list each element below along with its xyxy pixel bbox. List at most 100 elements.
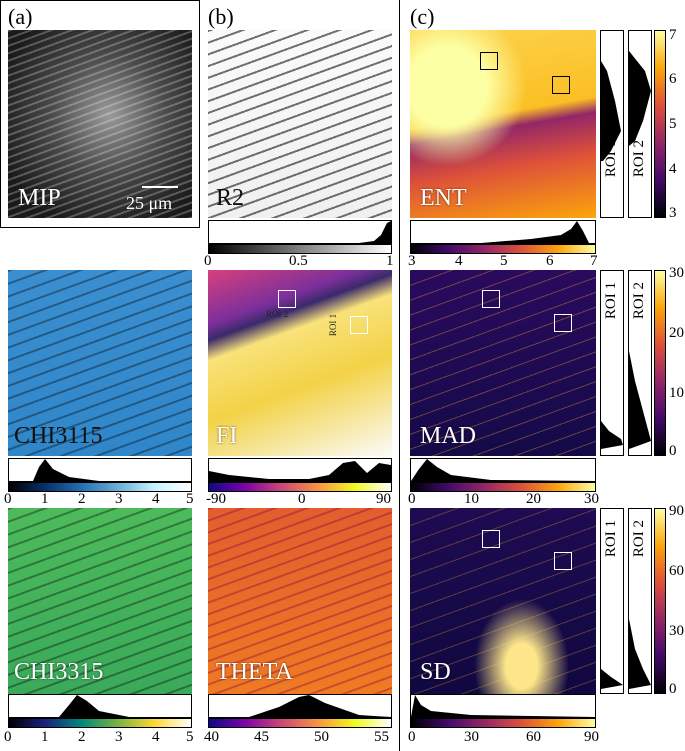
mad-vtick-0: 30: [669, 265, 684, 281]
fi-colorbar: [208, 482, 392, 492]
chi3115-histogram: [8, 458, 192, 482]
theta-label: THETA: [216, 659, 293, 685]
chi3315-tick-2: 2: [78, 729, 86, 745]
mad-vtick-3: 0: [669, 443, 677, 459]
mad-roi2-label: ROI 2: [631, 282, 647, 320]
mad-roi1-label: ROI 1: [603, 282, 619, 320]
fi-map: [208, 270, 392, 456]
sd-roi-1: [482, 530, 500, 548]
theta-tick-3: 55: [374, 729, 389, 745]
chi3115-tick-3: 3: [115, 491, 123, 507]
fi-histogram: [208, 458, 392, 482]
theta-colorbar: [208, 718, 392, 728]
theta-histogram-svg: [209, 695, 391, 717]
r2-tick-1: 0.5: [289, 253, 308, 269]
mad-vtick-1: 20: [669, 325, 684, 341]
sd-tick-1: 30: [464, 729, 479, 745]
ent-vtick-4: 3: [669, 205, 677, 221]
sd-histogram-svg: [411, 695, 595, 717]
scale-bar: [142, 186, 178, 188]
mad-roi1-histogram-svg: [601, 421, 623, 449]
panel-b-frame: [200, 0, 400, 751]
ent-roi2-histogram-svg: [629, 51, 651, 146]
fi-label: FI: [216, 423, 238, 449]
chi3315-map: [8, 508, 192, 694]
chi3315-label: CHI3315: [14, 659, 104, 685]
mad-vcolorbar: [654, 270, 666, 456]
fi-histogram-svg: [209, 461, 391, 481]
theta-tick-1: 45: [254, 729, 269, 745]
chi3115-colorbar: [8, 482, 192, 492]
sd-vcolorbar: [654, 508, 666, 694]
mad-tick-1: 10: [464, 491, 479, 507]
sd-tick-3: 90: [584, 729, 599, 745]
theta-map: [208, 508, 392, 694]
ent-roi1-label: ROI 1: [603, 140, 619, 178]
sd-map: [410, 508, 596, 694]
mad-map: [410, 270, 596, 456]
r2-map: [208, 30, 392, 218]
chi3115-label: CHI3115: [14, 423, 103, 449]
mad-histogram-svg: [411, 459, 595, 481]
mad-tick-3: 30: [584, 491, 599, 507]
ent-tick-1: 4: [455, 253, 463, 269]
fi-roi-1-label: ROI 1: [328, 313, 339, 337]
sd-vtick-0: 90: [669, 503, 684, 519]
theta-tick-0: 40: [204, 729, 219, 745]
ent-roi-2: [552, 76, 570, 94]
chi3315-tick-3: 3: [115, 729, 123, 745]
chi3315-histogram-svg: [9, 695, 129, 717]
r2-label: R2: [216, 185, 245, 211]
mad-tick-2: 20: [526, 491, 541, 507]
r2-colorbar: [208, 244, 392, 254]
theta-histogram: [208, 694, 392, 718]
ent-label: ENT: [420, 185, 467, 211]
mad-roi2-histogram: [628, 270, 652, 456]
theta-tick-2: 50: [314, 729, 329, 745]
mad-histogram: [410, 458, 596, 482]
chi3315-tick-5: 5: [186, 729, 194, 745]
ent-roi2-histogram: [628, 30, 652, 218]
r2-tick-0: 0: [204, 253, 212, 269]
ent-vtick-3: 4: [669, 161, 677, 177]
r2-histogram: [208, 220, 392, 244]
fi-roi-2-label: ROI 2: [266, 309, 289, 319]
ent-vtick-2: 5: [669, 116, 677, 132]
chi3315-colorbar: [8, 718, 192, 728]
ent-tick-0: 3: [408, 253, 416, 269]
chi3315-tick-1: 1: [41, 729, 49, 745]
sd-roi1-histogram-svg: [601, 669, 623, 689]
panel-a-frame: [0, 0, 200, 228]
panel-b-letter: (b): [208, 4, 234, 29]
sd-roi1-label: ROI 1: [603, 520, 619, 558]
chi3115-tick-0: 0: [4, 491, 12, 507]
panel-c-letter: (c): [410, 4, 435, 29]
sd-colorbar: [410, 718, 596, 728]
sd-tick-0: 0: [408, 729, 416, 745]
ent-roi1-histogram: [600, 30, 624, 218]
mad-roi2-histogram-svg: [629, 351, 651, 449]
ent-roi2-label: ROI 2: [631, 140, 647, 178]
ent-vtick-0: 7: [669, 27, 677, 43]
mad-tick-0: 0: [408, 491, 416, 507]
sd-roi2-label: ROI 2: [631, 520, 647, 558]
fi-tick-2: 90: [376, 491, 391, 507]
fi-tick-0: -90: [206, 491, 226, 507]
ent-roi-1: [480, 52, 498, 70]
sd-roi2-histogram: [628, 508, 652, 694]
mad-vtick-2: 10: [669, 385, 684, 401]
r2-tick-2: 1: [386, 253, 394, 269]
chi3315-tick-4: 4: [152, 729, 160, 745]
chi3115-tick-5: 5: [186, 491, 194, 507]
ent-histogram-svg: [411, 221, 589, 243]
sd-vtick-1: 60: [669, 563, 684, 579]
scale-bar-label: 25 μm: [126, 193, 173, 213]
sd-histogram: [410, 694, 596, 718]
ent-tick-4: 7: [590, 253, 598, 269]
ent-map: [410, 30, 596, 218]
chi3315-histogram: [8, 694, 192, 718]
sd-label: SD: [420, 659, 451, 685]
chi3115-tick-4: 4: [152, 491, 160, 507]
panel-a-letter: (a): [8, 4, 33, 29]
mad-colorbar: [410, 482, 596, 492]
